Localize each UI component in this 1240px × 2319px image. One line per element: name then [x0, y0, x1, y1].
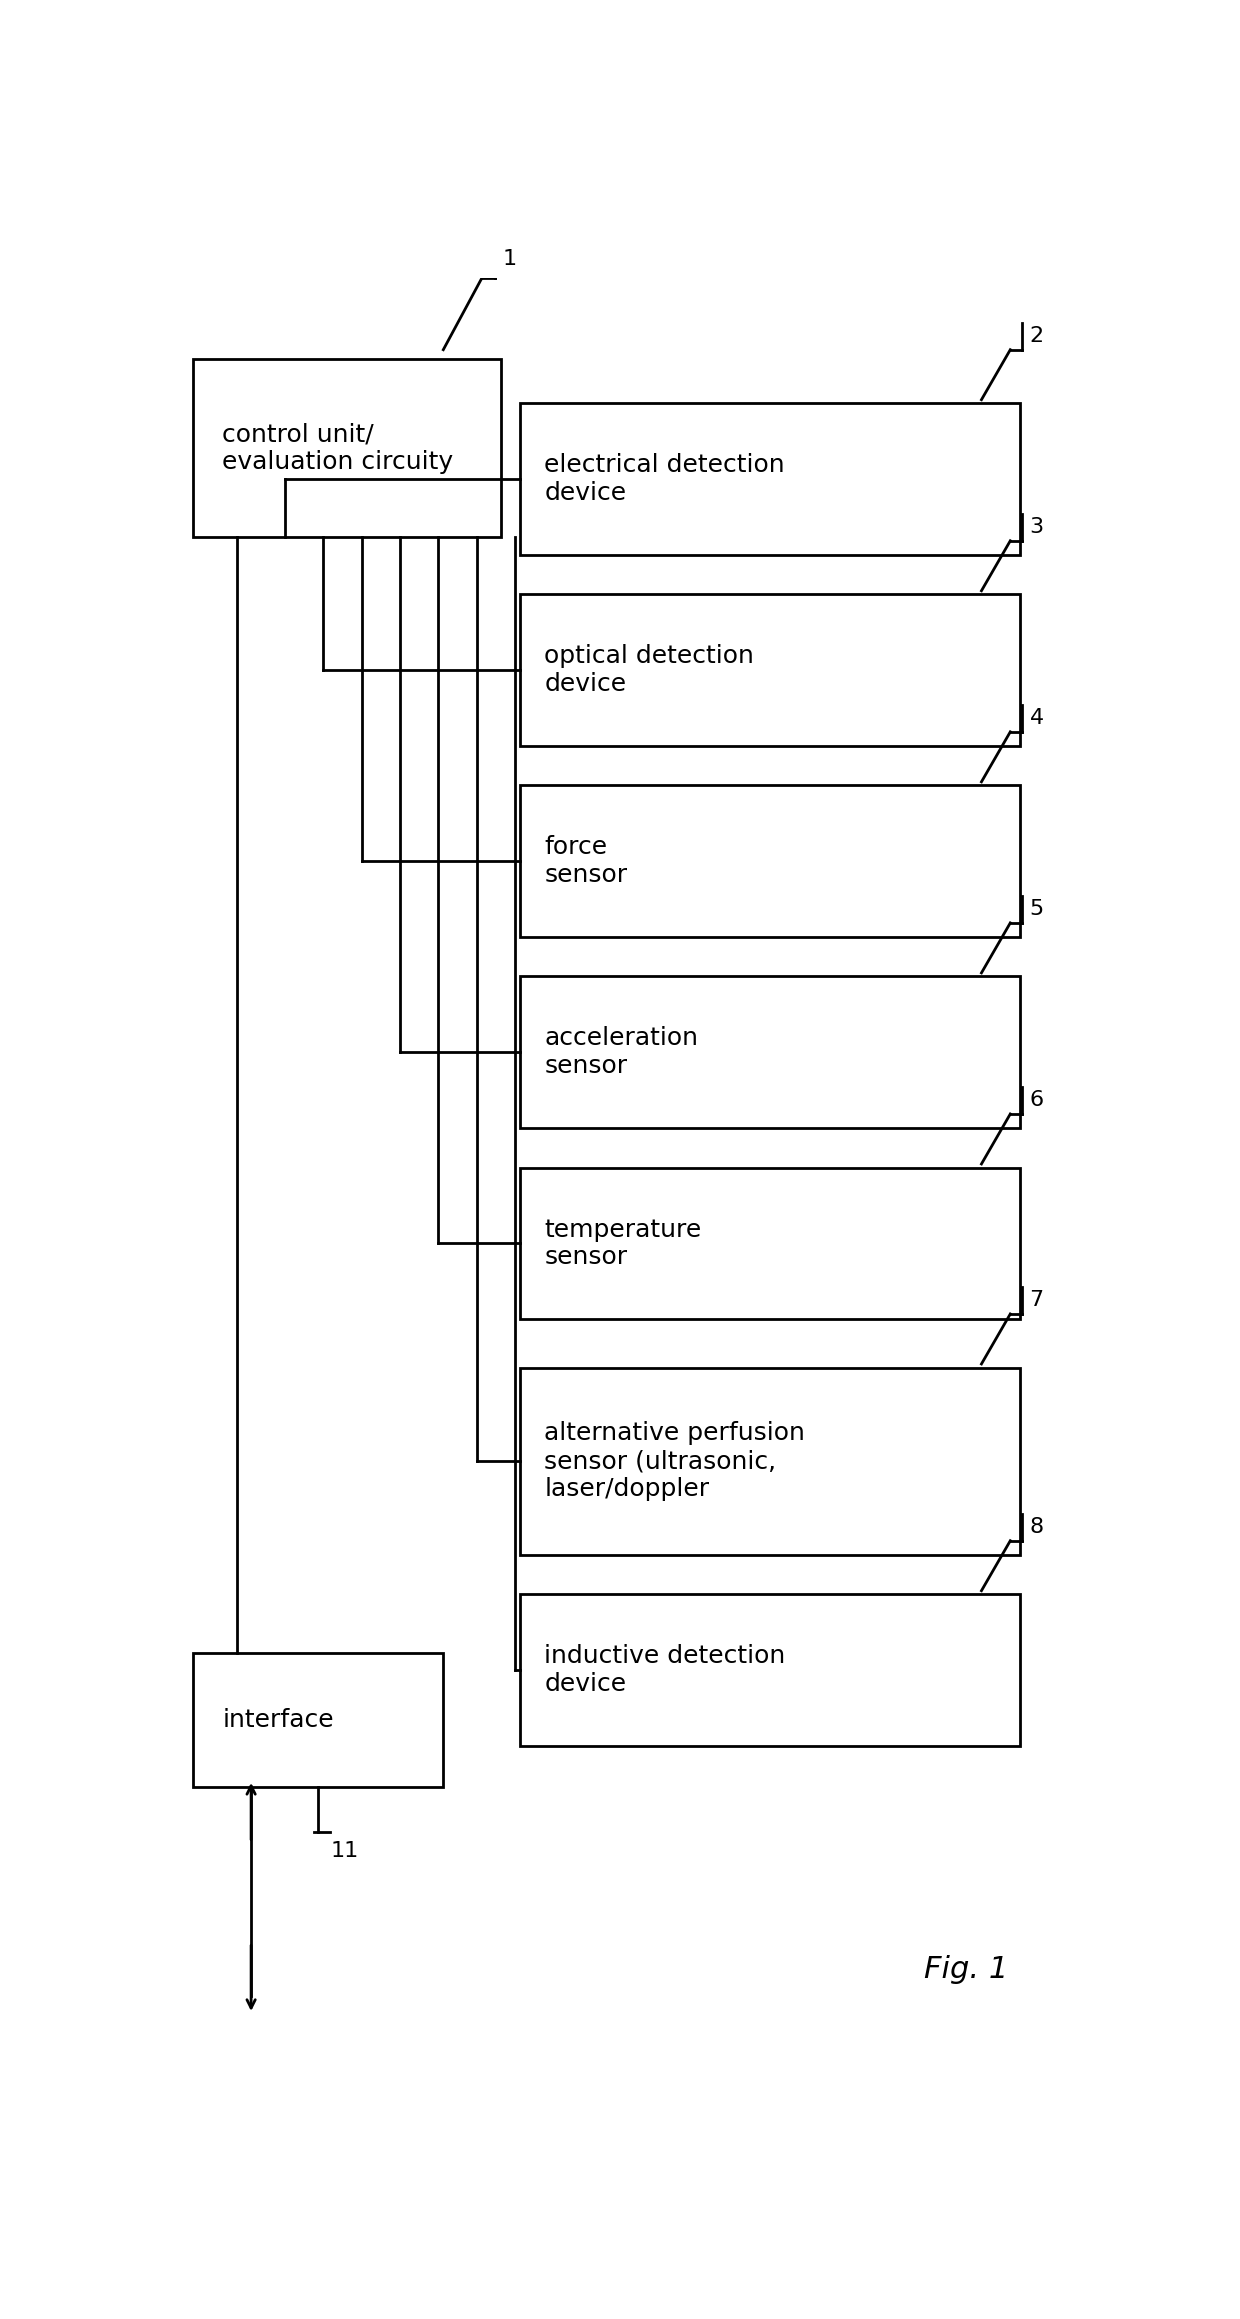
Bar [521, 1166, 1021, 1320]
Text: Fig. 1: Fig. 1 [924, 1955, 1008, 1983]
Text: optical detection
device: optical detection device [544, 645, 754, 696]
Bar [521, 1368, 1021, 1556]
Text: 5: 5 [1029, 900, 1044, 918]
Text: 4: 4 [1029, 707, 1044, 728]
Text: 1: 1 [503, 250, 517, 269]
Text: control unit/
evaluation circuity: control unit/ evaluation circuity [222, 422, 454, 473]
Text: 3: 3 [1029, 517, 1044, 538]
Text: temperature
sensor: temperature sensor [544, 1217, 702, 1268]
Bar [193, 1653, 444, 1788]
Bar [521, 786, 1021, 937]
Text: alternative perfusion
sensor (ultrasonic,
laser/doppler: alternative perfusion sensor (ultrasonic… [544, 1422, 805, 1500]
Text: inductive detection
device: inductive detection device [544, 1644, 785, 1695]
Text: acceleration
sensor: acceleration sensor [544, 1027, 698, 1078]
Text: force
sensor: force sensor [544, 835, 627, 888]
Bar [521, 594, 1021, 747]
Text: 2: 2 [1029, 327, 1044, 346]
Text: 7: 7 [1029, 1289, 1044, 1310]
Bar [521, 1593, 1021, 1746]
Text: electrical detection
device: electrical detection device [544, 452, 785, 506]
Text: 6: 6 [1029, 1090, 1044, 1111]
Bar [193, 359, 501, 538]
Text: 8: 8 [1029, 1517, 1044, 1537]
Text: interface: interface [222, 1709, 334, 1732]
Text: 11: 11 [331, 1841, 360, 1860]
Bar [521, 404, 1021, 554]
Bar [521, 976, 1021, 1129]
